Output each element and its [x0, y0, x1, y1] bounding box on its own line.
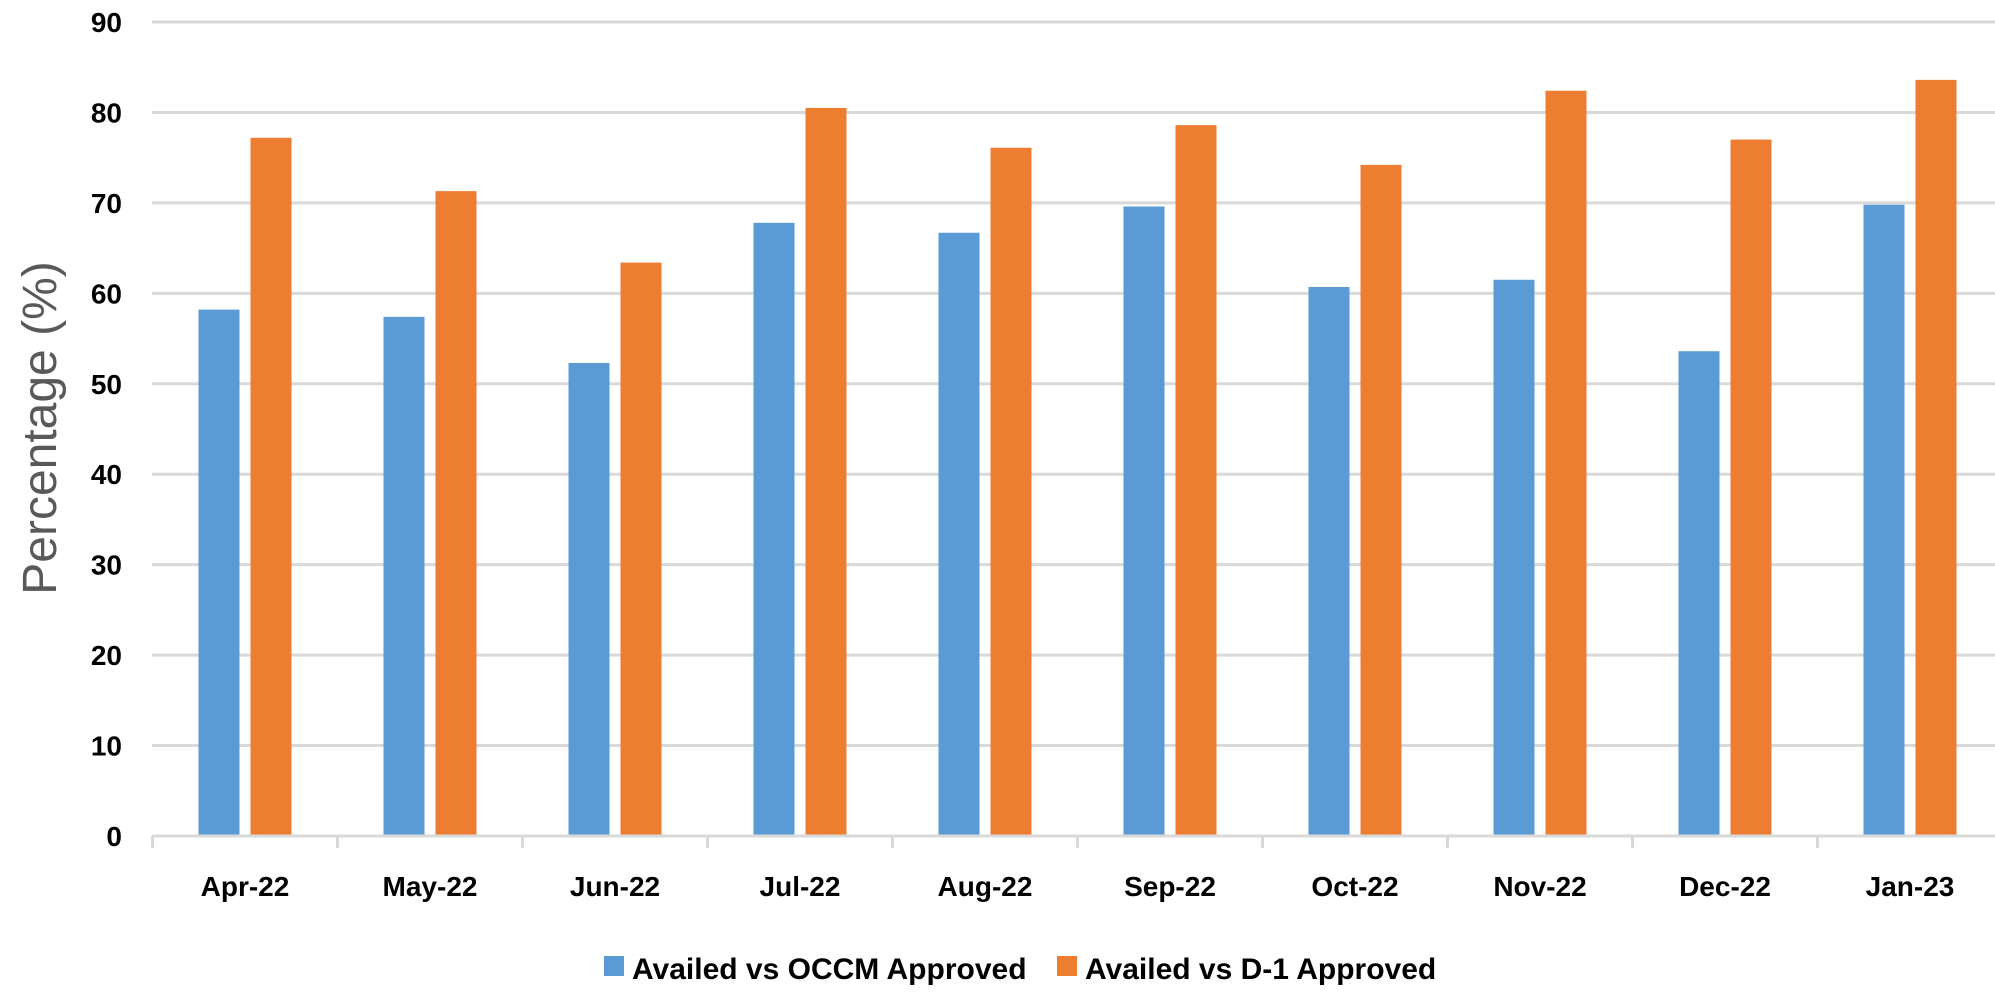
bar-d1-apr-22 — [251, 138, 292, 836]
y-tick-label: 10 — [91, 731, 122, 762]
legend: Availed vs OCCM Approved Availed vs D-1 A… — [604, 953, 1436, 986]
y-tick-label: 20 — [91, 640, 122, 671]
x-tick-label: Jan-23 — [1866, 871, 1955, 902]
x-tick-label: May-22 — [383, 871, 478, 902]
legend-swatch — [604, 956, 624, 976]
x-axis-tick-labels: Apr-22 May-22 Jun-22 Jul-22 Aug-22 Sep-22 Oct-… — [201, 871, 1955, 902]
legend-swatch — [1057, 956, 1077, 976]
bar-occm-dec-22 — [1679, 351, 1720, 836]
y-tick-label: 40 — [91, 459, 122, 490]
y-tick-label: 0 — [106, 821, 122, 852]
x-tick-label: Jun-22 — [570, 871, 660, 902]
bar-d1-may-22 — [436, 191, 477, 836]
bar-occm-jul-22 — [754, 223, 795, 836]
bar-d1-jul-22 — [806, 108, 847, 836]
bar-d1-sep-22 — [1176, 125, 1217, 836]
y-axis-tick-labels: 0 10 20 30 40 50 60 70 80 90 — [91, 7, 122, 852]
y-tick-label: 30 — [91, 550, 122, 581]
bar-occm-apr-22 — [199, 310, 240, 836]
x-axis — [152, 836, 1995, 848]
bar-d1-jan-23 — [1916, 80, 1957, 836]
bar-occm-jun-22 — [569, 363, 610, 836]
bar-occm-jan-23 — [1864, 205, 1905, 836]
x-tick-label: Dec-22 — [1679, 871, 1771, 902]
bar-d1-jun-22 — [621, 263, 662, 836]
bar-occm-may-22 — [384, 317, 425, 836]
x-tick-label: Nov-22 — [1493, 871, 1586, 902]
bar-d1-dec-22 — [1731, 140, 1772, 836]
x-tick-label: Oct-22 — [1311, 871, 1398, 902]
y-tick-label: 50 — [91, 369, 122, 400]
legend-label: Availed vs OCCM Approved — [632, 953, 1027, 986]
y-tick-label: 90 — [91, 7, 122, 38]
y-tick-label: 80 — [91, 97, 122, 128]
y-axis-title: Percentage (%) — [14, 261, 67, 595]
y-tick-label: 60 — [91, 278, 122, 309]
y-tick-label: 70 — [91, 188, 122, 219]
bar-occm-aug-22 — [939, 233, 980, 836]
x-tick-label: Aug-22 — [938, 871, 1033, 902]
bar-d1-aug-22 — [991, 148, 1032, 836]
legend-label: Availed vs D-1 Approved — [1085, 953, 1436, 986]
bar-occm-sep-22 — [1124, 207, 1165, 836]
bar-d1-oct-22 — [1361, 165, 1402, 836]
bar-occm-nov-22 — [1494, 280, 1535, 836]
bars — [199, 80, 1957, 836]
x-tick-label: Sep-22 — [1124, 871, 1216, 902]
bar-d1-nov-22 — [1546, 91, 1587, 836]
bar-occm-oct-22 — [1309, 287, 1350, 836]
x-tick-label: Jul-22 — [760, 871, 841, 902]
x-tick-label: Apr-22 — [201, 871, 290, 902]
